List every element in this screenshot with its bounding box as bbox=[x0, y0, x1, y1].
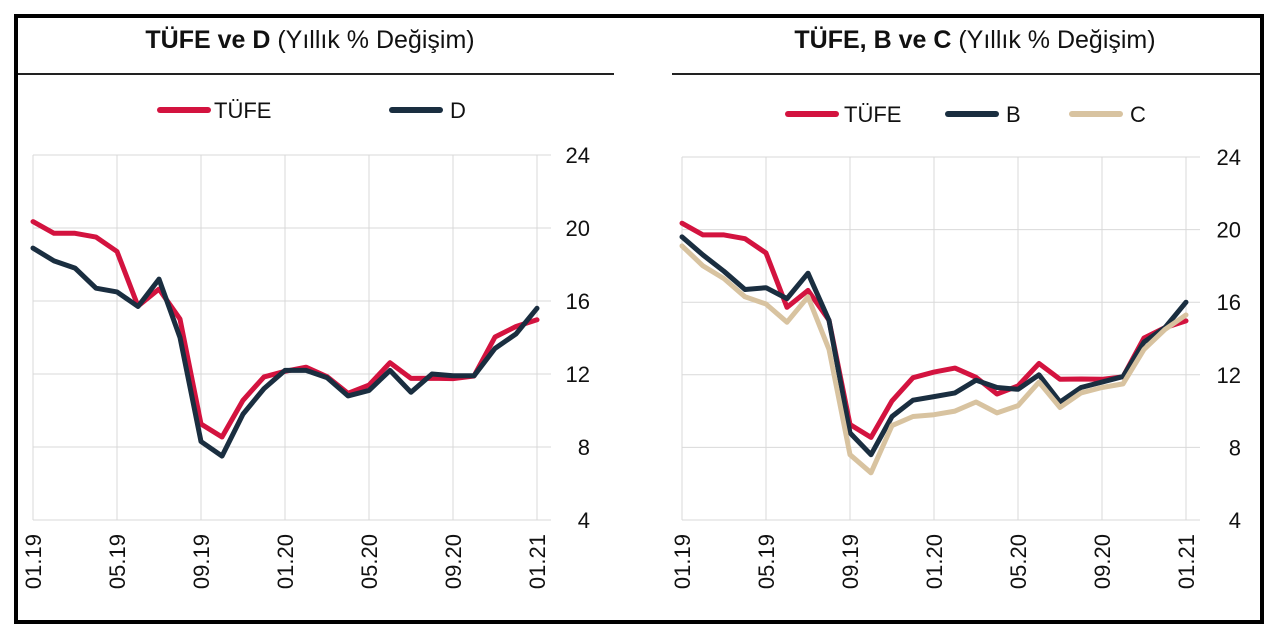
title-rule-right bbox=[672, 73, 1260, 75]
x-tick-label-0-6: 01.21 bbox=[525, 534, 550, 589]
legend-label-1-2: C bbox=[1130, 102, 1146, 127]
y-tick-label-1-5: 24 bbox=[1217, 145, 1241, 170]
y-tick-label-1-4: 20 bbox=[1217, 218, 1241, 243]
legend-label-1-0: TÜFE bbox=[844, 102, 901, 127]
x-tick-label-1-4: 05.20 bbox=[1006, 534, 1031, 589]
y-tick-label-1-3: 16 bbox=[1217, 290, 1241, 315]
x-tick-label-1-5: 09.20 bbox=[1090, 534, 1115, 589]
y-tick-label-1-1: 8 bbox=[1229, 435, 1241, 460]
figure-frame bbox=[14, 14, 1264, 624]
title-rule-left bbox=[18, 73, 614, 75]
y-tick-label-0-3: 16 bbox=[566, 289, 590, 314]
chart-title-left: TÜFE ve D (Yıllık % Değişim) bbox=[40, 26, 580, 55]
legend-label-0-0: TÜFE bbox=[214, 98, 271, 123]
x-tick-label-1-6: 01.21 bbox=[1174, 534, 1199, 589]
x-tick-label-0-5: 09.20 bbox=[441, 534, 466, 589]
x-tick-label-1-0: 01.19 bbox=[670, 534, 695, 589]
chart-title-right-rest: (Yıllık % Değişim) bbox=[958, 26, 1156, 54]
y-tick-label-0-5: 24 bbox=[566, 143, 590, 168]
x-tick-label-0-4: 05.20 bbox=[357, 534, 382, 589]
y-tick-label-1-0: 4 bbox=[1229, 508, 1241, 533]
legend-label-1-1: B bbox=[1006, 102, 1021, 127]
x-tick-label-1-3: 01.20 bbox=[922, 534, 947, 589]
y-tick-label-0-0: 4 bbox=[578, 508, 590, 533]
y-tick-label-0-1: 8 bbox=[578, 435, 590, 460]
chart-title-right: TÜFE, B ve C (Yıllık % Değişim) bbox=[705, 26, 1245, 55]
chart-title-left-bold: TÜFE ve D bbox=[145, 26, 271, 54]
x-tick-label-1-1: 05.19 bbox=[754, 534, 779, 589]
y-tick-label-1-2: 12 bbox=[1217, 363, 1241, 388]
x-tick-label-1-2: 09.19 bbox=[838, 534, 863, 589]
x-tick-label-0-1: 05.19 bbox=[105, 534, 130, 589]
chart-title-left-rest: (Yıllık % Değişim) bbox=[277, 26, 475, 54]
chart-title-right-bold: TÜFE, B ve C bbox=[794, 26, 952, 54]
x-tick-label-0-0: 01.19 bbox=[21, 534, 46, 589]
series-line-1-c bbox=[679, 243, 1189, 476]
y-tick-label-0-2: 12 bbox=[566, 362, 590, 387]
legend-label-0-1: D bbox=[450, 98, 466, 123]
series-line-1-b bbox=[679, 234, 1189, 458]
x-tick-label-0-2: 09.19 bbox=[189, 534, 214, 589]
series-line-1-tüfe bbox=[679, 220, 1189, 440]
x-tick-label-0-3: 01.20 bbox=[273, 534, 298, 589]
y-tick-label-0-4: 20 bbox=[566, 216, 590, 241]
series-line-0-d bbox=[30, 245, 540, 459]
